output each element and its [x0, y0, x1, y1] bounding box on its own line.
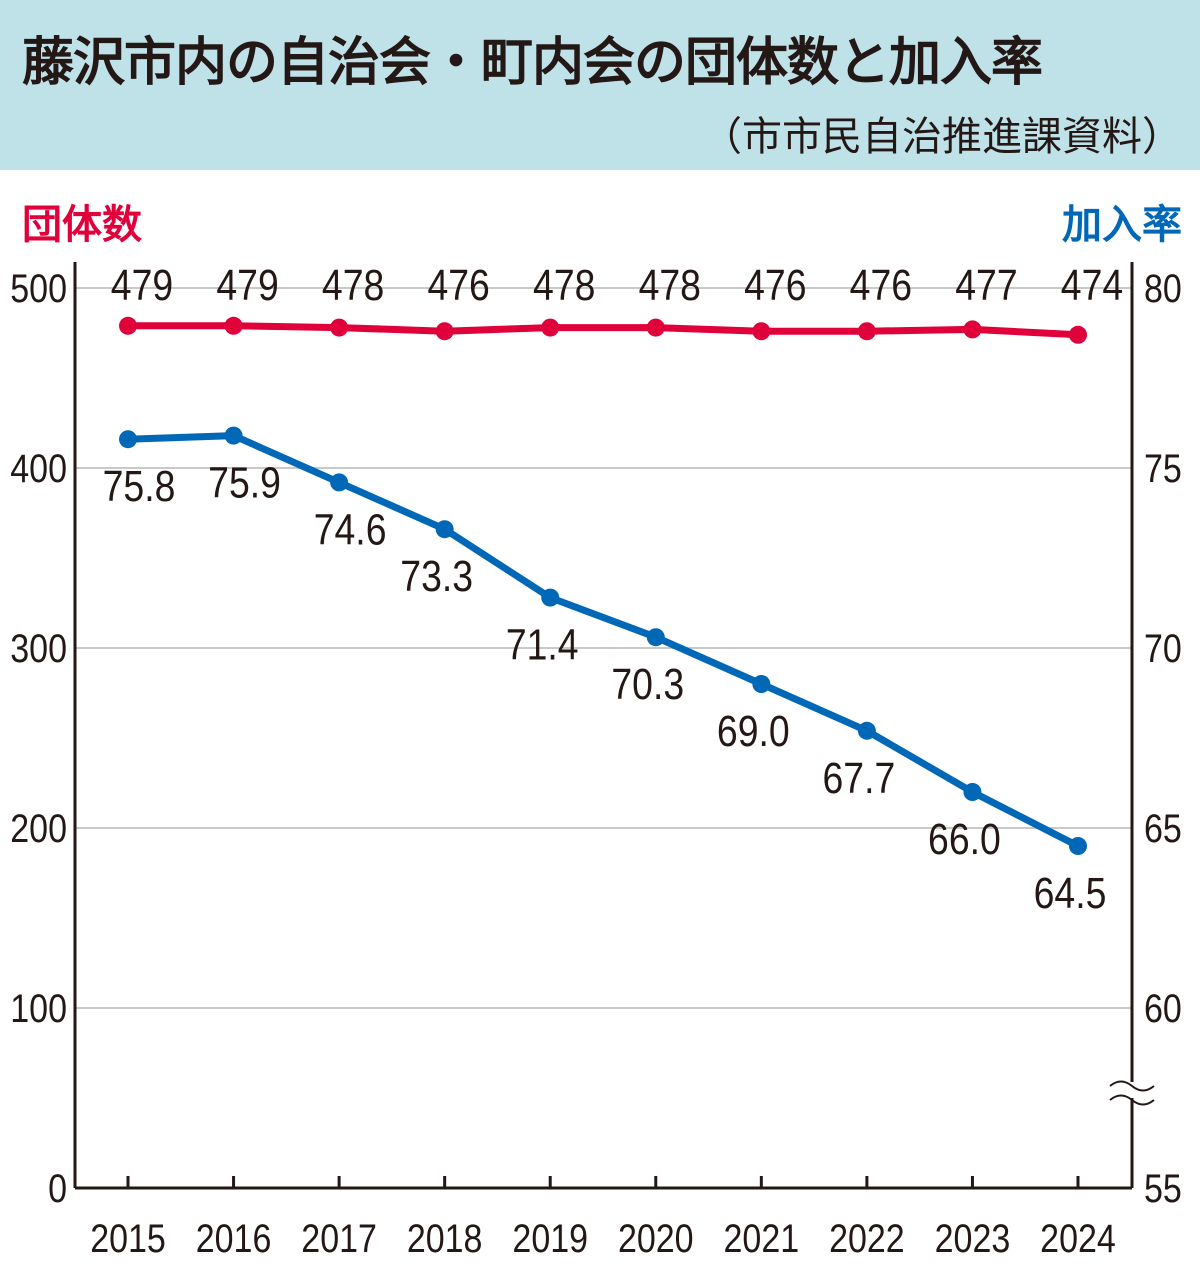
- series-line-rate: [127, 432, 1080, 850]
- right-tick-label: 55: [1144, 1165, 1182, 1210]
- data-label: 476: [744, 260, 806, 310]
- data-point: [646, 628, 665, 647]
- data-label: 478: [639, 260, 701, 310]
- data-label: 476: [850, 260, 912, 310]
- data-point: [224, 426, 243, 445]
- data-point: [963, 320, 982, 339]
- axis-break-mark: [1109, 1094, 1155, 1106]
- left-tick-label: 0: [48, 1165, 67, 1210]
- data-label: 75.9: [208, 458, 281, 508]
- data-label: 75.8: [103, 461, 176, 511]
- data-label: 67.7: [822, 753, 895, 803]
- axis-break-mark: [1109, 1080, 1155, 1092]
- data-point: [752, 322, 771, 341]
- data-label: 476: [427, 260, 489, 310]
- x-tick-label: 2020: [618, 1215, 694, 1260]
- data-label: 66.0: [928, 814, 1001, 864]
- x-tick-label: 2021: [724, 1215, 800, 1260]
- left-tick-label: 500: [10, 265, 67, 310]
- data-point: [857, 721, 876, 740]
- data-point: [330, 473, 349, 492]
- data-point: [646, 318, 665, 337]
- left-tick-label: 200: [10, 805, 67, 850]
- data-point: [435, 520, 454, 539]
- data-point: [224, 316, 243, 335]
- data-label: 73.3: [400, 551, 473, 601]
- x-tick-label: 2022: [829, 1215, 905, 1260]
- chart-source: （市市民自治推進課資料）: [702, 114, 1182, 160]
- data-point: [963, 783, 982, 801]
- x-tick-label: 2015: [90, 1215, 166, 1260]
- data-label: 478: [322, 260, 384, 310]
- right-tick-label: 70: [1144, 625, 1182, 670]
- data-label: 479: [111, 260, 173, 310]
- left-axis-title: 団体数: [22, 202, 142, 248]
- x-tick-label: 2019: [512, 1215, 588, 1260]
- data-point: [541, 588, 560, 607]
- data-point: [330, 318, 349, 337]
- chart-title: 藤沢市内の自治会・町内会の団体数と加入率: [22, 33, 1043, 93]
- data-label: 477: [955, 260, 1017, 310]
- left-tick-label: 300: [10, 625, 67, 670]
- x-tick-label: 2018: [407, 1215, 483, 1260]
- right-tick-label: 65: [1144, 805, 1182, 850]
- data-point: [752, 675, 771, 693]
- right-tick-label: 80: [1144, 265, 1182, 310]
- x-tick-label: 2023: [935, 1215, 1011, 1260]
- left-tick-label: 100: [10, 985, 67, 1030]
- data-point: [119, 430, 137, 449]
- x-tick-label: 2017: [301, 1215, 377, 1260]
- title-banner: 藤沢市内の自治会・町内会の団体数と加入率 （市市民自治推進課資料）: [0, 0, 1200, 170]
- x-tick-label: 2016: [196, 1215, 272, 1260]
- series-line-count: [128, 322, 1079, 339]
- data-label: 478: [533, 260, 595, 310]
- data-label: 69.0: [717, 706, 790, 756]
- data-point: [435, 322, 454, 341]
- data-label: 474: [1061, 260, 1123, 310]
- right-axis-title: 加入率: [1062, 202, 1182, 248]
- data-label: 479: [216, 260, 278, 310]
- data-point: [857, 322, 876, 341]
- axis-break-gap: [1122, 1082, 1142, 1098]
- right-tick-label: 75: [1144, 445, 1182, 490]
- right-tick-label: 60: [1144, 985, 1182, 1030]
- data-point: [1069, 325, 1087, 344]
- data-point: [541, 318, 560, 337]
- x-tick-label: 2024: [1040, 1215, 1116, 1260]
- data-label: 74.6: [314, 505, 387, 555]
- data-label: 64.5: [1034, 868, 1107, 918]
- data-point: [1069, 837, 1087, 855]
- data-label: 71.4: [506, 620, 579, 670]
- left-tick-label: 400: [10, 445, 67, 490]
- data-label: 70.3: [611, 659, 684, 709]
- data-point: [119, 316, 137, 335]
